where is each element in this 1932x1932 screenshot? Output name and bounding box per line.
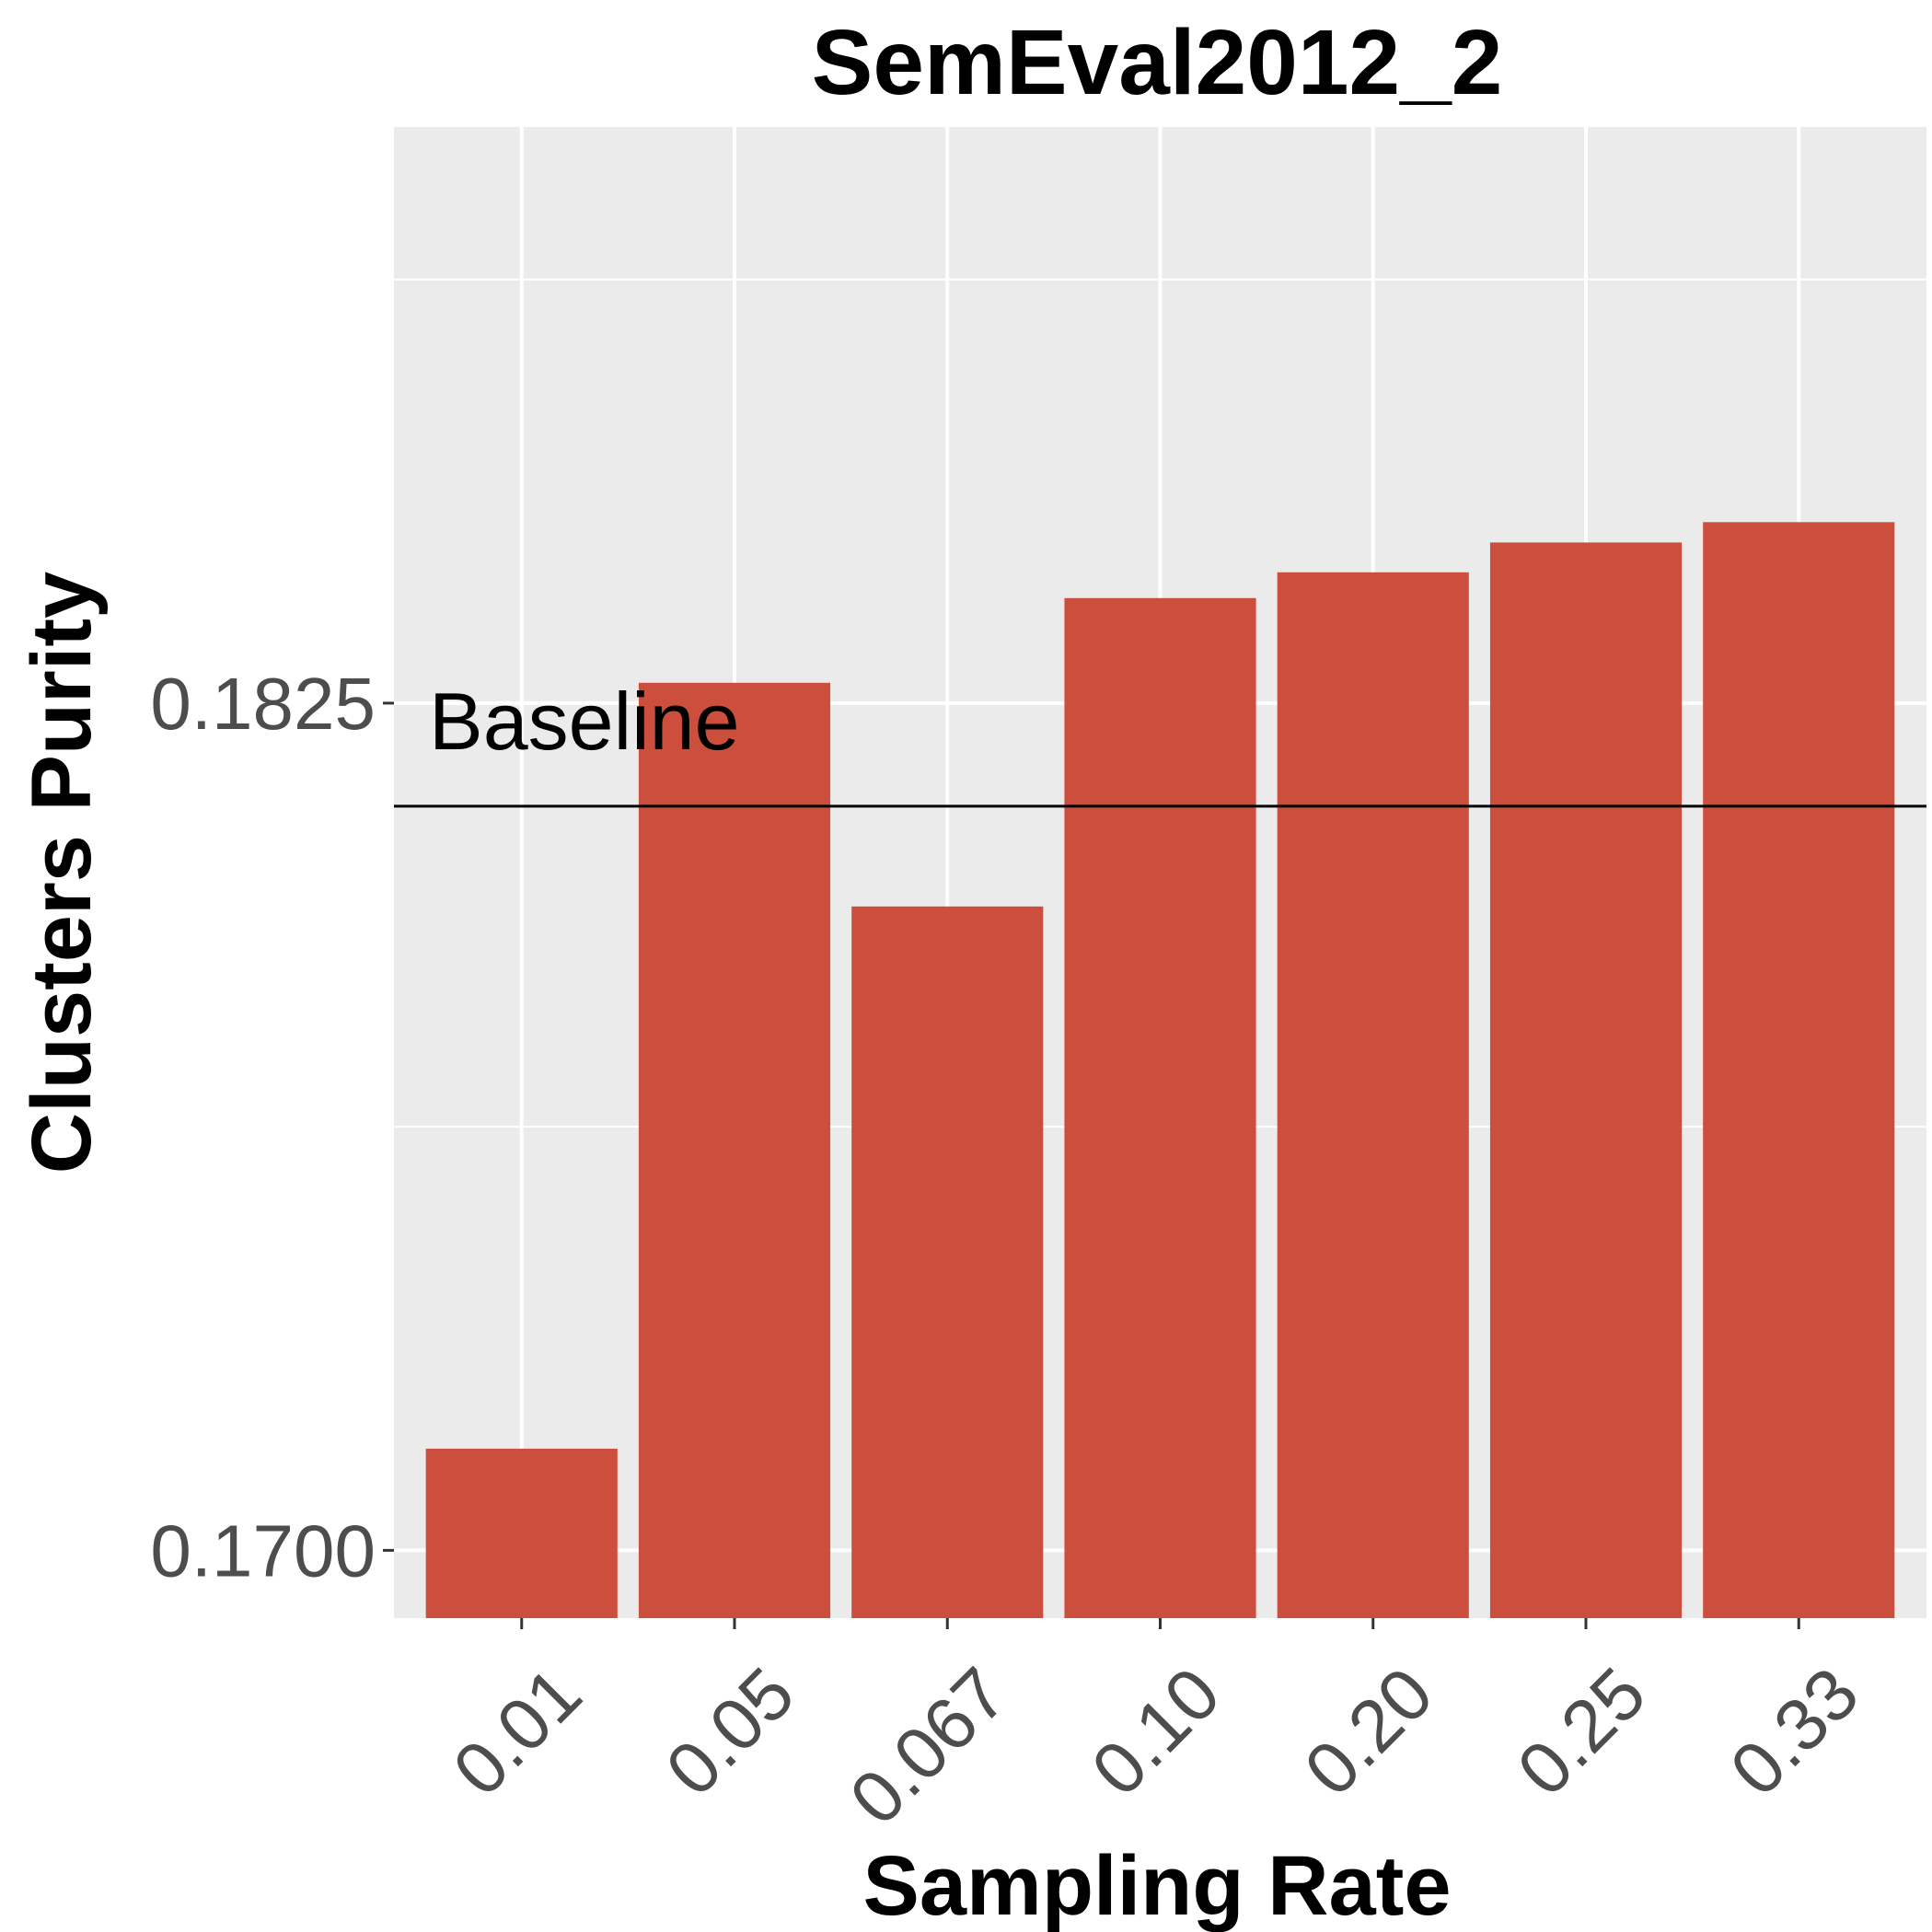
bars — [425, 522, 1895, 1619]
bar — [1703, 522, 1895, 1618]
y-axis-title: Clusters Purity — [15, 572, 109, 1174]
x-axis-ticks: 0.01 0.05 0.067 0.10 0.20 0.25 0.33 — [437, 1618, 1874, 1840]
x-tick-label: 0.25 — [1502, 1652, 1661, 1811]
y-tick-label: 0.1700 — [150, 1510, 376, 1591]
bar — [1064, 597, 1256, 1618]
y-tick-label: 0.1825 — [150, 663, 376, 745]
baseline-label: Baseline — [429, 676, 740, 767]
x-tick-label: 0.01 — [437, 1652, 596, 1811]
y-axis-ticks: 0.1700 0.1825 — [150, 663, 394, 1591]
x-tick-label: 0.067 — [834, 1652, 1022, 1840]
bar — [425, 1448, 618, 1618]
bar — [851, 906, 1044, 1618]
bar — [1489, 542, 1683, 1619]
x-tick-label: 0.10 — [1076, 1652, 1235, 1811]
bar — [638, 682, 831, 1618]
chart-title: SemEval2012_2 — [812, 11, 1503, 114]
x-tick-label: 0.05 — [651, 1652, 810, 1811]
x-axis-title: Sampling Rate — [862, 1839, 1451, 1932]
x-tick-label: 0.33 — [1715, 1652, 1874, 1811]
bar — [1277, 572, 1469, 1618]
x-tick-label: 0.20 — [1289, 1652, 1448, 1811]
